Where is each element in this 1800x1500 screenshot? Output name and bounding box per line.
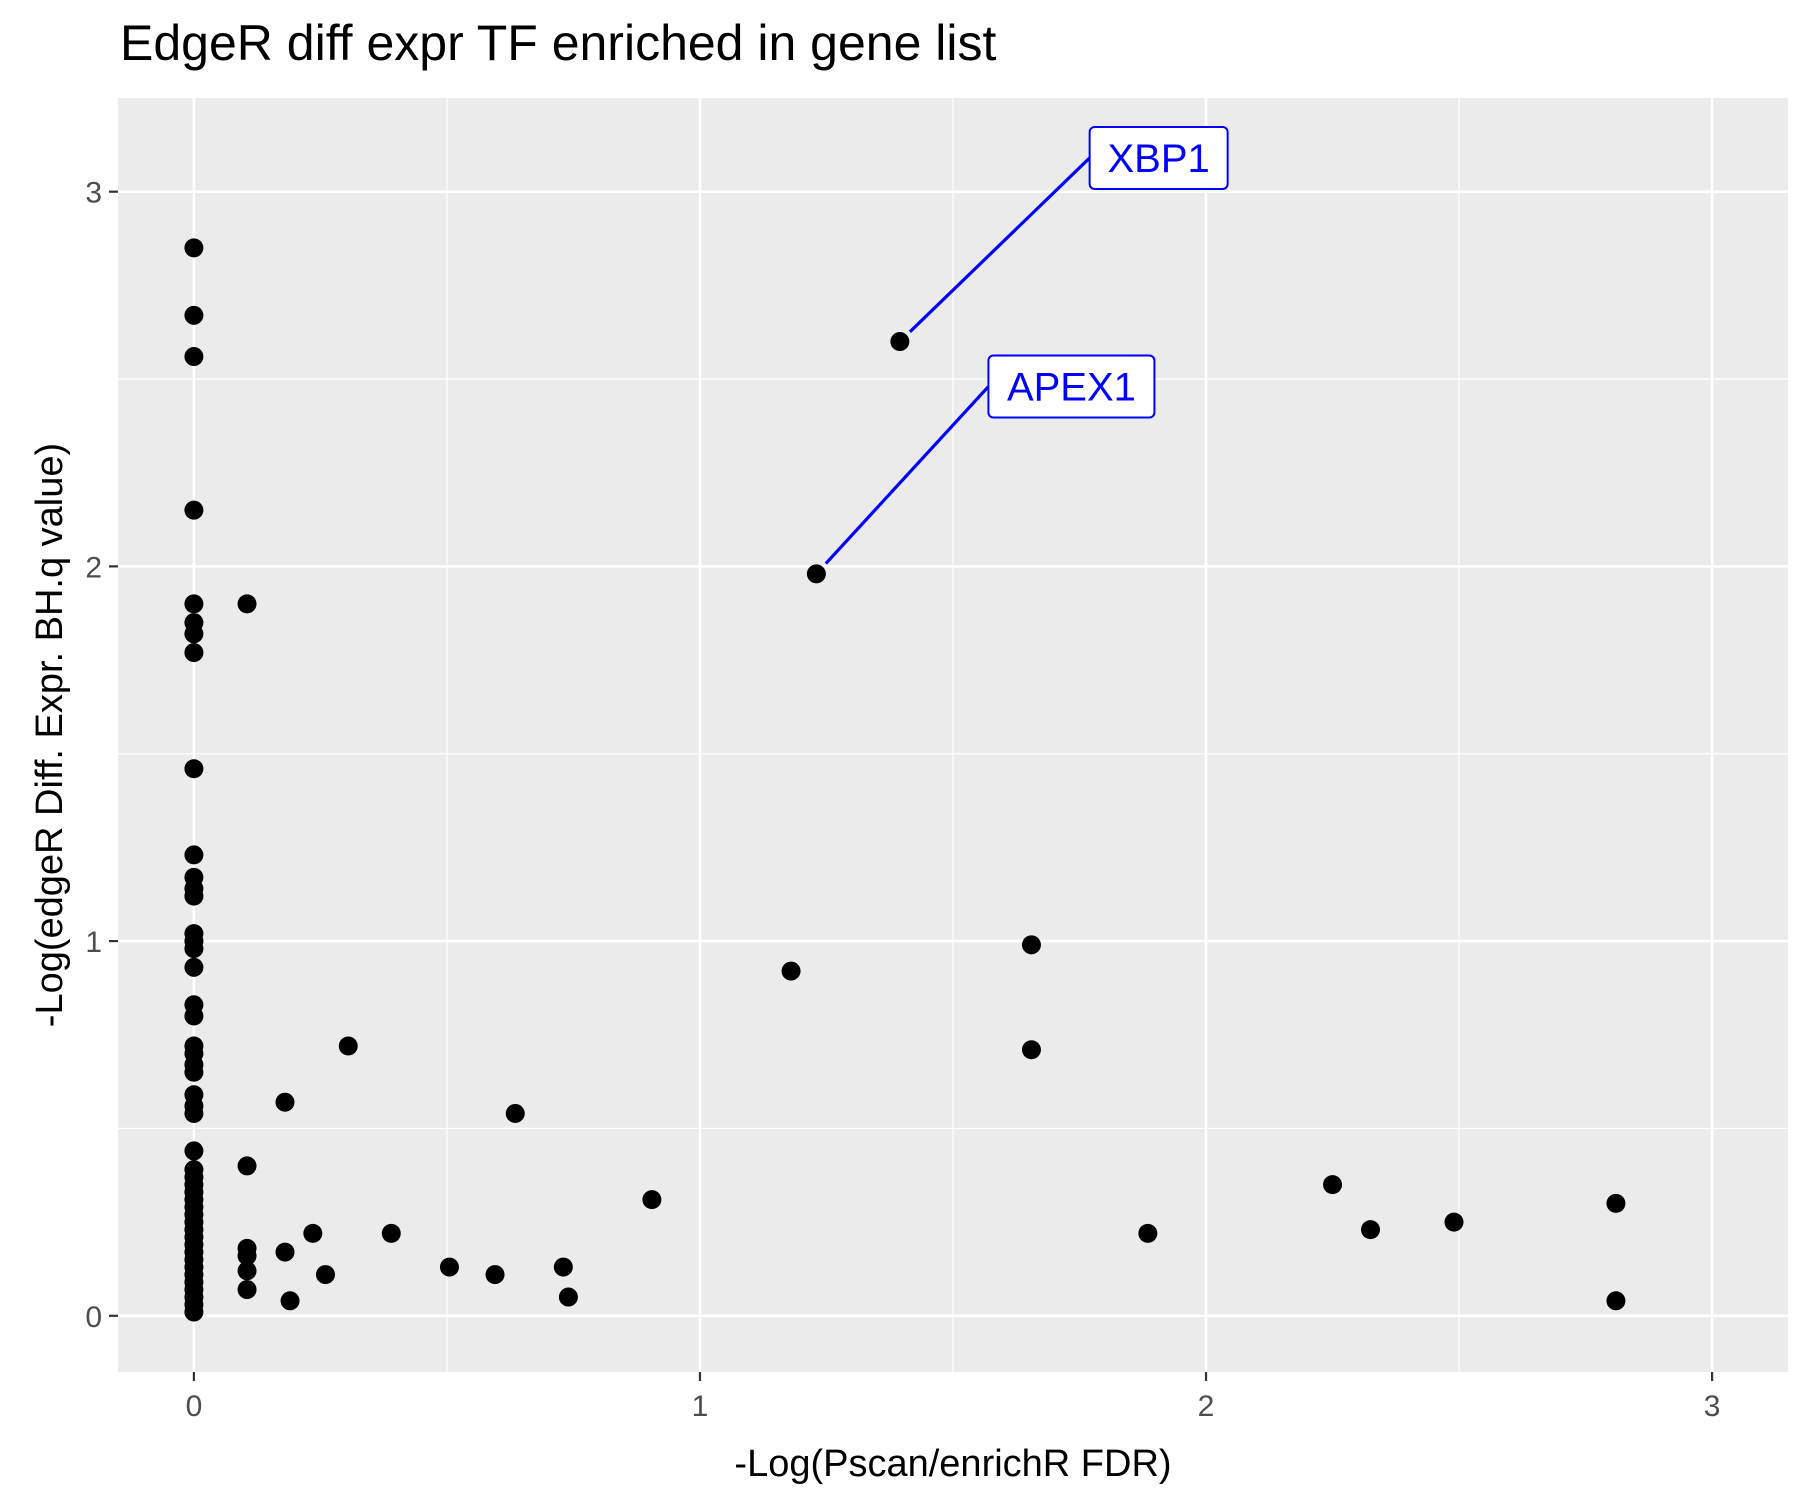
x-tick-label: 0 — [186, 1390, 203, 1423]
x-tick-label: 1 — [692, 1390, 709, 1423]
data-point — [553, 1257, 573, 1277]
data-point — [184, 1103, 204, 1123]
chart-title: EdgeR diff expr TF enriched in gene list — [120, 15, 997, 71]
data-point — [184, 1062, 204, 1082]
data-point — [280, 1291, 300, 1311]
y-tick-label: 1 — [85, 926, 102, 959]
data-point — [1606, 1291, 1626, 1311]
annotation-leader-line — [908, 156, 1091, 333]
data-point — [890, 332, 910, 352]
data-point — [237, 1246, 257, 1266]
data-point — [184, 500, 204, 520]
data-point — [184, 957, 204, 977]
y-tick-label: 2 — [85, 551, 102, 584]
data-point — [184, 886, 204, 906]
data-point — [1361, 1220, 1380, 1240]
data-point — [184, 1006, 204, 1026]
data-point — [184, 594, 204, 614]
data-point — [237, 1156, 257, 1176]
data-point — [237, 1280, 257, 1300]
annotation-label-box — [1088, 125, 1229, 190]
data-point — [439, 1257, 459, 1277]
data-point — [184, 759, 204, 779]
annotation-label-box — [987, 354, 1156, 419]
data-point — [184, 845, 204, 865]
data-point — [642, 1190, 662, 1210]
axis-ticks — [109, 190, 1714, 1381]
data-point — [184, 238, 204, 258]
data-point — [781, 961, 801, 981]
data-point — [1444, 1212, 1464, 1232]
data-point — [1138, 1223, 1158, 1243]
data-point — [237, 594, 257, 614]
data-point — [184, 624, 204, 644]
data-point — [1021, 1040, 1041, 1060]
data-point — [184, 643, 204, 663]
data-point — [558, 1287, 578, 1307]
data-point — [485, 1265, 505, 1285]
data-point — [315, 1265, 335, 1285]
data-point — [1323, 1175, 1343, 1195]
annotation-label: APEX1 — [1007, 366, 1136, 410]
annotation-label: XBP1 — [1107, 137, 1209, 181]
data-point — [381, 1223, 401, 1243]
data-point — [1021, 935, 1041, 955]
data-point — [275, 1242, 295, 1262]
annotation-leader-line — [824, 385, 990, 565]
data-point — [184, 1141, 204, 1161]
data-point — [184, 1302, 204, 1322]
data-point — [184, 305, 204, 325]
y-tick-label: 3 — [85, 177, 102, 210]
data-point — [184, 939, 204, 959]
x-axis-title: -Log(Pscan/enrichR FDR) — [734, 1443, 1171, 1485]
x-tick-label: 2 — [1198, 1390, 1215, 1423]
y-tick-label: 0 — [85, 1301, 102, 1334]
minor-gridlines — [118, 98, 1788, 1372]
y-axis-title: -Log(edgeR Diff. Expr. BH.q value) — [29, 443, 71, 1027]
data-point — [806, 564, 826, 584]
axis-tick-labels: 0 1 2 3 0 1 2 3 — [85, 177, 1720, 1423]
data-point — [505, 1103, 525, 1123]
data-point — [237, 1261, 257, 1281]
data-point — [303, 1223, 323, 1243]
annotations: XBP1 APEX1 — [824, 125, 1229, 565]
data-point — [338, 1036, 358, 1056]
data-point — [1606, 1193, 1626, 1213]
data-point — [184, 347, 204, 367]
data-points — [184, 238, 1626, 1322]
data-point — [275, 1092, 295, 1112]
x-tick-label: 3 — [1704, 1390, 1721, 1423]
